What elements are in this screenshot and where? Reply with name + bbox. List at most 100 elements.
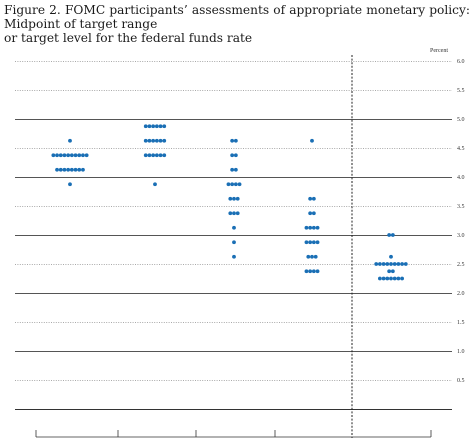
participant-dot — [81, 153, 85, 158]
participant-dot — [58, 153, 63, 158]
participant-dot — [403, 262, 408, 266]
figure-title-line-1: Figure 2. FOMC participants’ assessments… — [4, 3, 470, 31]
participant-dot — [69, 153, 74, 158]
participant-dot — [153, 182, 157, 187]
y-tick-label: 1.0 — [457, 349, 465, 355]
y-tick-label: 2.0 — [457, 291, 465, 297]
dot-markers — [51, 124, 408, 281]
participant-dot — [230, 153, 235, 158]
participant-dot — [390, 233, 395, 237]
participant-dot — [315, 240, 320, 245]
participant-dot — [232, 196, 236, 201]
participant-dot — [308, 225, 313, 230]
participant-dot — [237, 182, 242, 187]
figure-title-line-2: or target level for the federal funds ra… — [4, 31, 253, 45]
participant-dot — [378, 276, 382, 281]
y-tick-label: 2.5 — [457, 262, 465, 268]
participant-dot — [154, 153, 159, 158]
figure-title: Figure 2. FOMC participants’ assessments… — [4, 3, 470, 45]
participant-dot — [313, 254, 318, 259]
participant-dot — [73, 153, 78, 158]
participant-dot — [233, 138, 238, 143]
participant-dot — [62, 153, 67, 158]
participant-dot — [374, 262, 379, 266]
participant-dot — [233, 153, 238, 158]
participant-dot — [381, 262, 386, 266]
participant-dot — [84, 153, 89, 158]
participant-dot — [390, 269, 395, 274]
y-tick-label: 3.0 — [457, 233, 465, 239]
participant-dot — [400, 276, 404, 281]
participant-dot — [233, 167, 238, 172]
participant-dot — [308, 269, 313, 274]
participant-dot — [143, 153, 148, 158]
participant-dot — [304, 269, 309, 274]
participant-dot — [378, 262, 382, 266]
participant-dot — [228, 211, 233, 216]
participant-dot — [308, 240, 313, 245]
participant-dot — [232, 211, 236, 216]
y-tick-label: 3.5 — [457, 204, 465, 210]
y-tick-label: 5.0 — [457, 117, 465, 123]
participant-dot — [226, 182, 231, 187]
participant-dot — [151, 138, 156, 143]
participant-dot — [230, 138, 235, 143]
participant-dot — [232, 240, 236, 245]
y-tick-label: 5.5 — [457, 88, 465, 94]
participant-dot — [306, 254, 311, 259]
participant-dot — [81, 167, 85, 172]
participant-dot — [68, 182, 72, 187]
participant-dot — [308, 196, 313, 201]
participant-dot — [162, 124, 167, 129]
participant-dot — [58, 167, 63, 172]
participant-dot — [162, 138, 167, 143]
participant-dot — [311, 240, 316, 245]
participant-dot — [392, 276, 397, 281]
participant-dot — [311, 225, 316, 230]
participant-dot — [228, 196, 233, 201]
participant-dot — [389, 262, 393, 266]
participant-dot — [310, 254, 314, 259]
participant-dot — [77, 153, 82, 158]
participant-dot — [147, 124, 152, 129]
participant-dot — [387, 269, 392, 274]
participant-dot — [143, 124, 148, 129]
participant-dot — [308, 211, 313, 216]
participant-dot — [396, 262, 401, 266]
participant-dot — [51, 153, 56, 158]
participant-dot — [62, 167, 67, 172]
participant-dot — [143, 138, 148, 143]
participant-dot — [235, 211, 240, 216]
participant-dot — [158, 138, 163, 143]
participant-dot — [233, 182, 238, 187]
y-tick-label: 4.0 — [457, 175, 465, 181]
y-tick-label: 1.5 — [457, 320, 465, 326]
participant-dot — [392, 262, 397, 266]
grid-lines — [15, 61, 452, 381]
y-tick-labels: 6.0 5.5 5.0 4.5 4.0 3.5 3.0 2.5 2.0 1.5 1.0 0.5 — [457, 59, 465, 384]
participant-dot — [73, 167, 78, 172]
participant-dot — [387, 233, 392, 237]
participant-dot — [77, 167, 82, 172]
participant-dot — [396, 276, 401, 281]
y-axis-unit-label: Percent — [430, 48, 448, 54]
participant-dot — [68, 138, 72, 143]
participant-dot — [158, 124, 163, 129]
participant-dot — [154, 124, 159, 129]
participant-dot — [66, 167, 71, 172]
participant-dot — [147, 153, 152, 158]
participant-dot — [230, 167, 235, 172]
participant-dot — [385, 276, 390, 281]
axis-frame — [15, 55, 452, 438]
participant-dot — [230, 182, 235, 187]
y-tick-label: 0.5 — [457, 378, 465, 384]
participant-dot — [69, 167, 74, 172]
participant-dot — [311, 196, 316, 201]
participant-dot — [315, 269, 320, 274]
participant-dot — [66, 153, 71, 158]
y-tick-label: 4.5 — [457, 146, 465, 152]
participant-dot — [311, 269, 316, 274]
participant-dot — [400, 262, 404, 266]
participant-dot — [147, 138, 152, 143]
participant-dot — [389, 254, 393, 259]
